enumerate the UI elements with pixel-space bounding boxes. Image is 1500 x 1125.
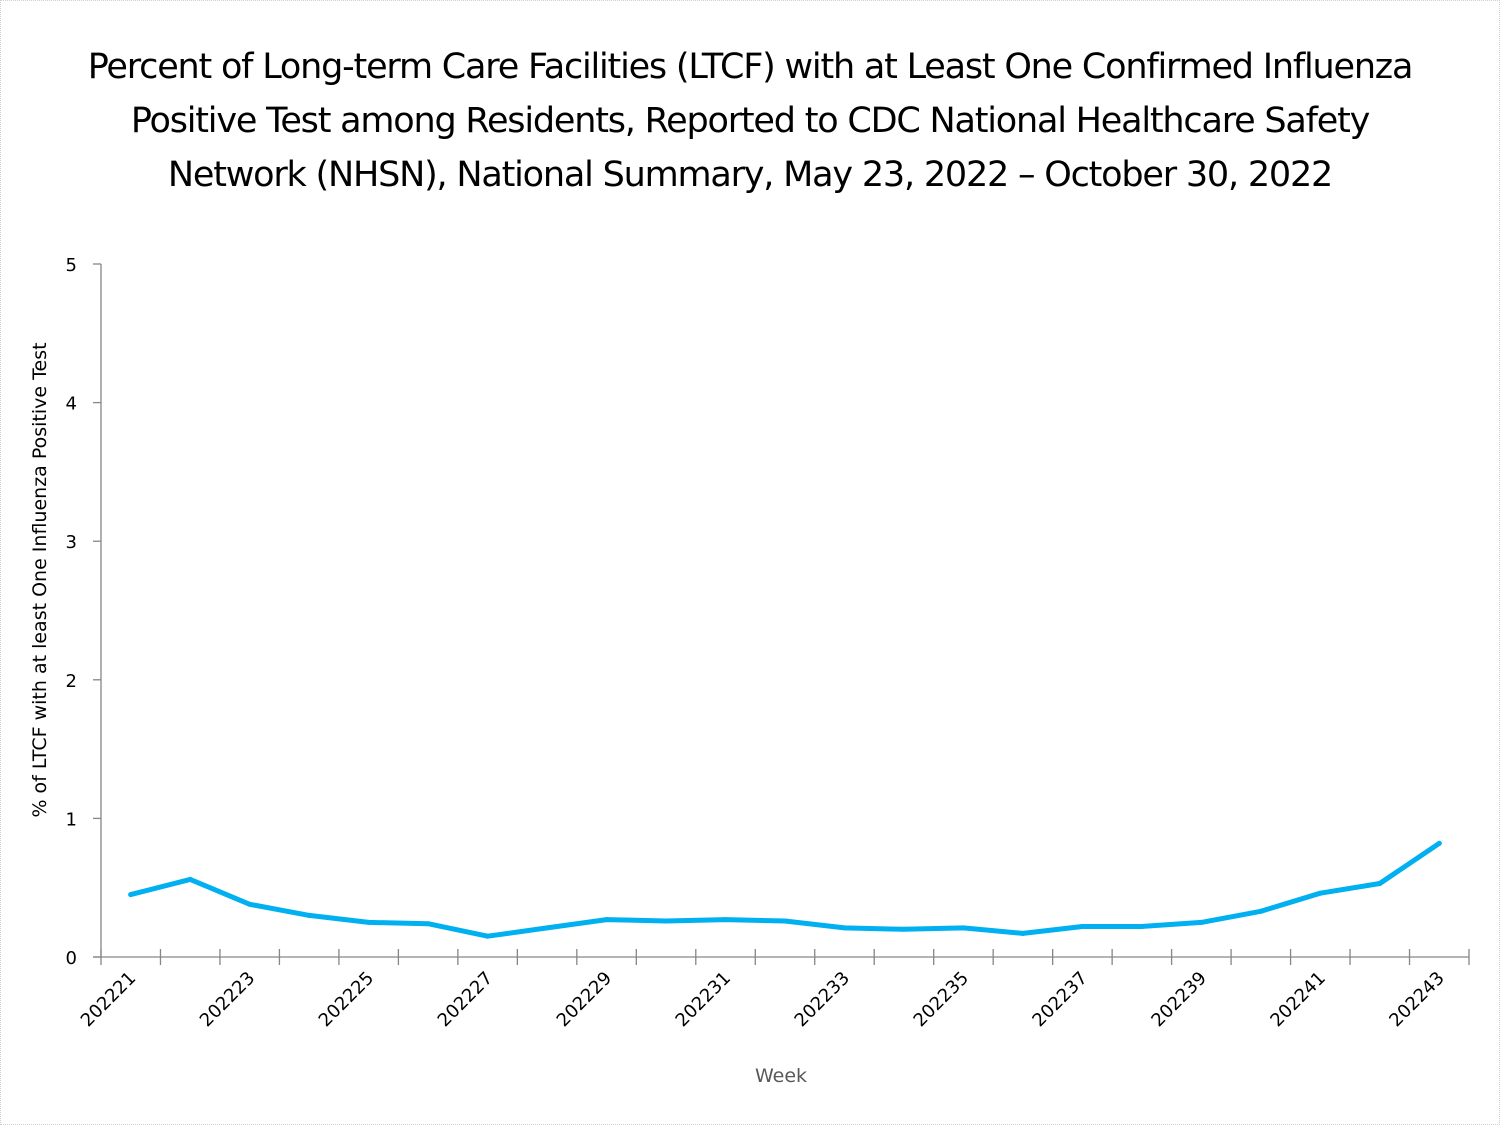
y-axis: 0 1 2 3 4 5	[66, 255, 102, 969]
data-point	[128, 892, 134, 898]
x-tick-label: 202237	[1028, 968, 1091, 1031]
y-axis-title: % of LTCF with at least One Influenza Po…	[29, 342, 51, 817]
x-tick-label: 202223	[196, 968, 259, 1031]
x-tick-label: 202229	[553, 968, 616, 1031]
y-tick-label: 3	[66, 532, 77, 553]
series-group	[128, 840, 1442, 939]
data-point	[366, 919, 372, 925]
data-point	[1377, 881, 1383, 887]
x-tick-label: 202233	[791, 968, 854, 1031]
data-point	[306, 912, 312, 918]
data-point	[485, 933, 491, 939]
x-tick-label: 202243	[1385, 968, 1448, 1031]
y-tick-label: 1	[66, 809, 77, 830]
data-point	[841, 925, 847, 931]
x-tick-label: 202241	[1266, 968, 1329, 1031]
x-tick-label: 202239	[1147, 968, 1210, 1031]
y-tick-label: 4	[66, 394, 77, 415]
data-point	[901, 926, 907, 932]
data-point	[1020, 930, 1026, 936]
data-point	[187, 876, 193, 882]
x-axis-title: Week	[755, 1065, 807, 1087]
data-point	[960, 925, 966, 931]
data-point	[425, 921, 431, 927]
data-point	[1198, 919, 1204, 925]
data-point	[1258, 908, 1264, 914]
x-tick-label: 202227	[434, 968, 497, 1031]
y-tick-label: 5	[66, 255, 77, 276]
x-tick-label: 202231	[672, 968, 735, 1031]
x-axis: 202221 202223 202225 202227 202229 202231 2022…	[77, 949, 1470, 1031]
chart-title-line-1: Percent of Long-term Care Facilities (LT…	[87, 47, 1414, 87]
data-point	[723, 917, 729, 923]
data-point	[247, 901, 253, 907]
x-tick-label: 202235	[910, 968, 973, 1031]
data-point	[782, 918, 788, 924]
y-tick-label: 0	[66, 948, 77, 969]
chart-title-line-3: Network (NHSN), National Summary, May 23…	[167, 155, 1333, 195]
x-tick-label: 202221	[77, 968, 140, 1031]
data-point	[604, 917, 610, 923]
y-tick-label: 2	[66, 671, 77, 692]
chart-title-line-2: Positive Test among Residents, Reported …	[130, 101, 1371, 141]
data-point	[663, 918, 669, 924]
x-tick-label: 202225	[315, 968, 378, 1031]
data-point	[1436, 840, 1442, 846]
data-point	[1317, 890, 1323, 896]
data-point	[1139, 924, 1145, 930]
data-point	[1079, 924, 1085, 930]
data-point	[544, 925, 550, 931]
chart-title: Percent of Long-term Care Facilities (LT…	[0, 40, 1500, 202]
